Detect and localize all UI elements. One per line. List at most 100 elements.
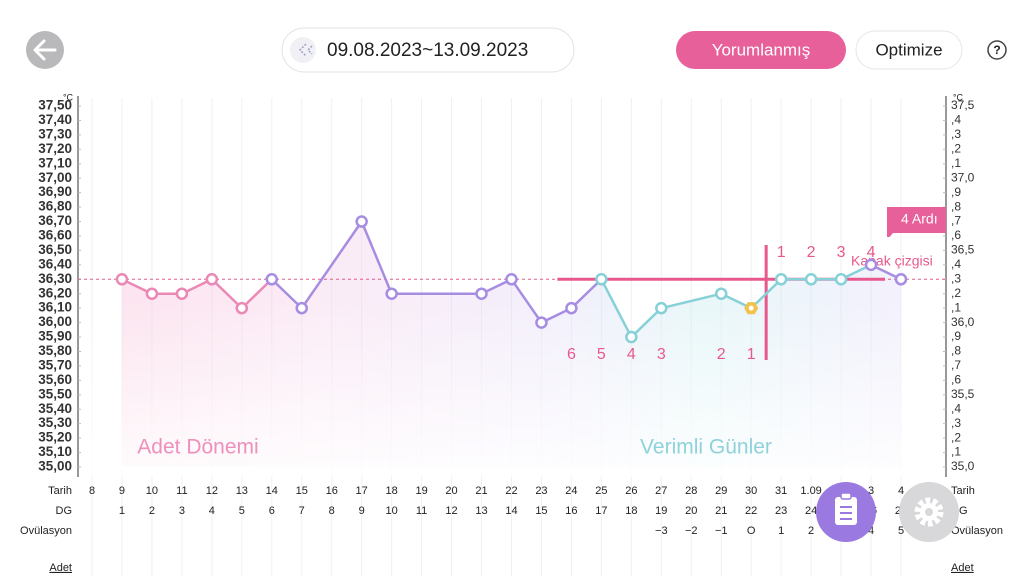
- data-point: [235, 301, 249, 315]
- cycle-day: 11: [416, 505, 427, 517]
- date-label: 17: [356, 485, 368, 497]
- date-range: 09.08.2023~13.09.2023: [327, 40, 528, 61]
- line-segment: [360, 221, 393, 295]
- chart-background: [78, 98, 946, 576]
- data-point: [295, 301, 308, 315]
- data-point: [265, 273, 279, 286]
- interpreted-button[interactable]: Yorumlanmış: [676, 31, 846, 69]
- y-tick-label: 37,30: [38, 126, 72, 141]
- date-label: 21: [475, 485, 487, 497]
- chart: °C °C37,5037,4037,3037,2037,1037,0036,903…: [20, 92, 1003, 574]
- ovulation-day: 4: [868, 525, 874, 537]
- date-label: 12: [206, 485, 218, 497]
- low-count: 1: [747, 346, 756, 363]
- settings-button[interactable]: [899, 482, 959, 542]
- y-tick-label: 36,00: [38, 314, 72, 329]
- date-label: 11: [176, 485, 187, 497]
- y-tick-label: 35,70: [38, 357, 72, 372]
- y2-tick-label: 37,0: [951, 170, 975, 184]
- ovulation-day: −2: [685, 525, 698, 537]
- y-tick-label: 37,50: [38, 98, 72, 113]
- y2-tick-label: ,8: [951, 344, 961, 358]
- y2-tick-label: ,4: [951, 113, 961, 127]
- badge: 4 Ardı: [887, 207, 946, 237]
- y-tick-label: 35,60: [38, 372, 72, 387]
- area-fade: [78, 300, 946, 477]
- cycle-day: 13: [475, 505, 487, 517]
- cycle-day: 16: [565, 505, 577, 517]
- y-tick-label: 36,70: [38, 213, 72, 228]
- y-tick-label: 37,00: [38, 170, 72, 185]
- line-segment: [510, 278, 543, 324]
- y-tick-label: 35,00: [38, 459, 72, 474]
- cycle-day: 20: [685, 505, 697, 517]
- y2-tick-label: ,2: [951, 141, 961, 155]
- low-count: 5: [597, 346, 606, 363]
- date-label: 16: [326, 485, 338, 497]
- y-tick-label: 36,50: [38, 242, 72, 257]
- date-label: 22: [505, 485, 517, 497]
- cycle-day: 2: [149, 505, 155, 517]
- y-tick-label: 35,80: [38, 343, 72, 358]
- ovulation-day: −1: [715, 525, 728, 537]
- cycle-day: 3: [179, 505, 185, 517]
- date-label: 23: [535, 485, 547, 497]
- data-point: [595, 273, 608, 286]
- line-segment: [210, 278, 243, 310]
- row-label-right: Adet: [951, 562, 974, 574]
- y-tick-label: 37,20: [38, 141, 72, 156]
- notes-button[interactable]: [816, 482, 876, 542]
- y2-tick-label: ,4: [951, 401, 961, 415]
- date-label: 30: [745, 485, 757, 497]
- date-label: 4: [898, 485, 904, 497]
- ovulation-day: O: [747, 525, 756, 537]
- help-button[interactable]: ?: [987, 40, 1007, 60]
- y-tick-label: 37,40: [38, 112, 72, 127]
- row-label: Adet: [49, 562, 72, 574]
- y2-tick-label: ,1: [951, 300, 961, 314]
- low-count: 3: [657, 346, 666, 363]
- line-segment: [600, 278, 633, 338]
- data-point: [655, 301, 668, 315]
- date-label: 27: [655, 485, 667, 497]
- y-tick-label: 35,30: [38, 415, 72, 430]
- y-tick-label: 36,90: [38, 184, 72, 199]
- y2-tick-label: ,3: [951, 271, 961, 285]
- phase-label: Adet Dönemi: [137, 436, 258, 459]
- y-tick-label: 37,10: [38, 155, 72, 170]
- date-label: 14: [266, 485, 278, 497]
- y2-tick-label: 36,0: [951, 315, 975, 329]
- data-point: [505, 273, 518, 286]
- cycle-day: 19: [655, 505, 667, 517]
- interpreted-label: Yorumlanmış: [712, 40, 811, 59]
- high-count: 1: [777, 244, 786, 261]
- low-count: 6: [567, 346, 576, 363]
- y2-unit: °C: [953, 92, 964, 102]
- data-point: [115, 273, 129, 286]
- y-tick-label: 36,60: [38, 228, 72, 243]
- data-point: [864, 258, 878, 272]
- cycle-day: 5: [239, 505, 245, 517]
- cycle-day: 23: [775, 505, 787, 517]
- optimize-button[interactable]: Optimize: [855, 30, 963, 70]
- y2-tick-label: ,6: [951, 228, 961, 242]
- y2-tick-label: ,9: [951, 329, 961, 343]
- cycle-day: 1: [119, 505, 125, 517]
- y2-tick-label: ,3: [951, 416, 961, 430]
- data-point: [205, 273, 219, 286]
- date-range-picker[interactable]: 09.08.2023~13.09.2023: [281, 27, 575, 73]
- phase-label: Verimli Günler: [640, 436, 772, 459]
- cycle-day: 22: [745, 505, 757, 517]
- date-label: 9: [119, 485, 125, 497]
- y-tick-label: 35,10: [38, 444, 72, 459]
- y2-tick-label: ,7: [951, 358, 961, 372]
- y2-tick-label: 36,5: [951, 243, 975, 257]
- date-label: 25: [595, 485, 607, 497]
- line-segment: [240, 278, 273, 310]
- y2-tick-label: ,1: [951, 156, 961, 170]
- back-button[interactable]: [26, 31, 64, 69]
- cycle-day: 15: [535, 505, 547, 517]
- data-point: [804, 273, 818, 286]
